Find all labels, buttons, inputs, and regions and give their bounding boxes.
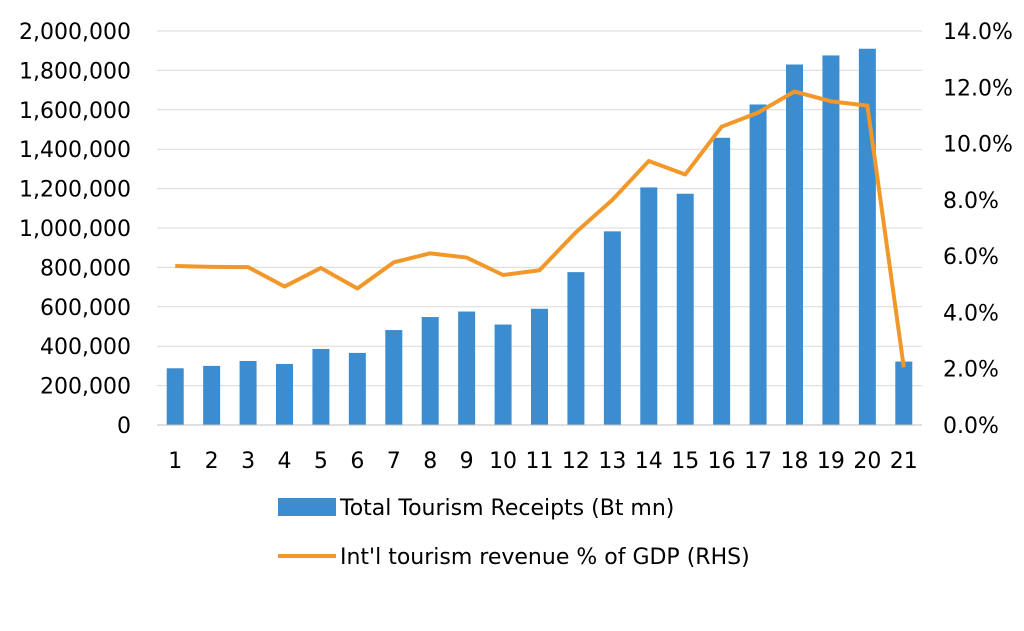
y-left-tick-label: 1,600,000	[19, 99, 131, 124]
x-tick-label: 7	[387, 449, 401, 474]
legend-line-label: Int'l tourism revenue % of GDP (RHS)	[340, 545, 750, 570]
y-right-tick-label: 2.0%	[943, 358, 999, 383]
gridlines	[157, 30, 922, 387]
bar	[276, 363, 293, 425]
y-left-tick-label: 1,000,000	[19, 217, 131, 242]
y-right-tick-label: 0.0%	[943, 414, 999, 439]
y-right-tick-label: 10.0%	[943, 133, 1013, 158]
y-right-tick-label: 12.0%	[943, 76, 1013, 101]
x-tick-label: 19	[817, 449, 845, 474]
bar	[421, 317, 439, 425]
x-tick-label: 15	[671, 449, 699, 474]
y-left-tick-label: 400,000	[40, 335, 131, 360]
bar	[895, 361, 913, 425]
legend-bar-label: Total Tourism Receipts (Bt mn)	[339, 496, 674, 521]
bar	[676, 193, 694, 425]
bar	[603, 231, 621, 425]
bar	[312, 348, 330, 425]
bar	[348, 352, 366, 425]
x-tick-label: 20	[853, 449, 881, 474]
y-left-tick-label: 1,200,000	[19, 178, 131, 203]
legend: Total Tourism Receipts (Bt mn) Int'l tou…	[278, 496, 750, 570]
bar-series	[166, 48, 913, 426]
x-tick-label: 14	[635, 449, 663, 474]
y-right-tick-label: 6.0%	[943, 245, 999, 270]
bar	[531, 308, 548, 425]
bar	[494, 324, 512, 425]
x-tick-label: 17	[744, 449, 772, 474]
bar	[239, 360, 257, 425]
bar	[713, 137, 731, 426]
x-tick-label: 8	[423, 449, 437, 474]
bar	[749, 104, 767, 425]
bar	[166, 368, 184, 425]
x-tick-label: 6	[350, 449, 364, 474]
bar	[458, 311, 476, 425]
y-right-tick-label: 4.0%	[943, 301, 999, 326]
x-tick-label: 13	[598, 449, 626, 474]
y-left-tick-label: 600,000	[40, 296, 131, 321]
legend-bar-swatch	[278, 498, 336, 516]
bar	[203, 365, 221, 425]
x-tick-label: 1	[168, 449, 182, 474]
x-tick-label: 4	[278, 449, 292, 474]
y-left-tick-label: 0	[117, 414, 131, 439]
y-left-tick-label: 2,000,000	[19, 20, 131, 45]
axes: 0 200,000 400,000 600,000 800,000 1,000,000 1,…	[19, 20, 1013, 474]
y-left-tick-label: 800,000	[40, 256, 131, 281]
x-tick-label: 21	[890, 449, 918, 474]
y-right-tick-label: 8.0%	[943, 189, 999, 214]
y-left-tick-label: 1,800,000	[19, 59, 131, 84]
x-tick-label: 11	[526, 449, 554, 474]
x-tick-label: 9	[460, 449, 474, 474]
bar	[567, 272, 585, 425]
x-tick-label: 12	[562, 449, 590, 474]
y-left-tick-label: 200,000	[40, 375, 131, 400]
x-tick-label: 3	[241, 449, 255, 474]
x-tick-label: 18	[781, 449, 809, 474]
bar	[640, 187, 658, 425]
bar	[822, 55, 840, 425]
x-tick-label: 16	[708, 449, 736, 474]
x-tick-label: 2	[205, 449, 219, 474]
x-tick-label: 5	[314, 449, 328, 474]
y-left-tick-label: 1,400,000	[19, 138, 131, 163]
y-right-tick-label: 14.0%	[943, 20, 1013, 45]
bar	[786, 64, 803, 426]
line-series-path	[175, 89, 906, 368]
x-tick-label: 10	[489, 449, 517, 474]
bar	[385, 330, 403, 425]
line-series	[175, 89, 906, 368]
